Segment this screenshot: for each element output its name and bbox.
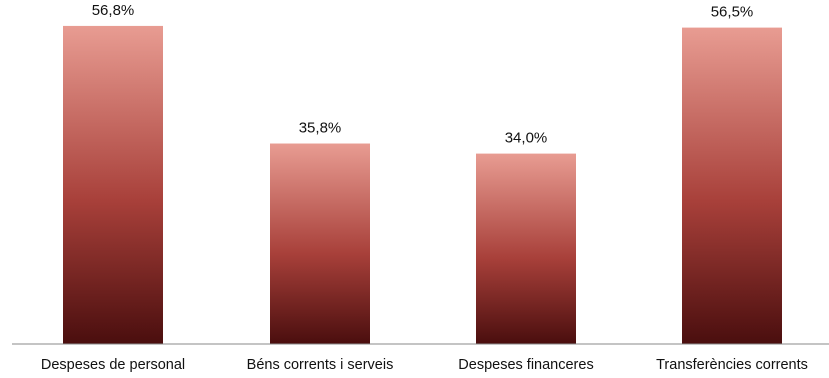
x-tick-label-1: Despeses de personal (41, 357, 185, 373)
data-label-1: 56,8% (92, 2, 135, 19)
x-tick-label-3: Despeses financeres (458, 357, 593, 373)
x-tick-label-2: Béns corrents i serveis (247, 357, 394, 373)
data-label-3: 34,0% (505, 130, 548, 147)
data-label-2: 35,8% (299, 120, 342, 137)
bar-4 (682, 27, 782, 344)
data-label-4: 56,5% (711, 4, 754, 21)
bar-1 (63, 25, 163, 344)
data-labels-layer: 56,8% 35,8% 34,0% 56,5% (92, 2, 754, 147)
bar-2 (270, 143, 370, 344)
x-tick-label-4: Transferències corrents (656, 357, 808, 373)
x-tick-labels-layer: Despeses de personal Béns corrents i serv… (41, 357, 808, 373)
bars-layer (63, 25, 782, 344)
bar-3 (476, 153, 576, 344)
